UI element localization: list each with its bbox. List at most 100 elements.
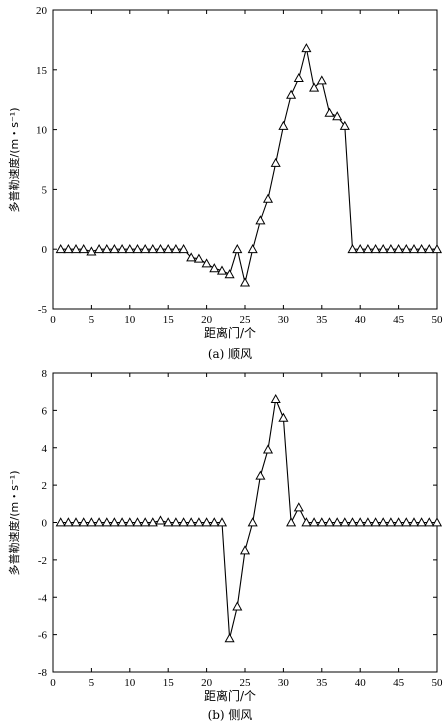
chart-b-data-point-marker xyxy=(270,393,281,403)
chart-a-data-point-marker xyxy=(286,89,297,99)
chart-a-data-point-marker xyxy=(385,243,396,254)
chart-a-data-point-marker xyxy=(431,243,443,254)
chart-a-x-tick-label: 40 xyxy=(355,314,367,326)
chart-b-data-point-marker xyxy=(163,517,174,527)
chart-a-data-point-marker xyxy=(309,82,320,92)
chart-b-data-point-marker xyxy=(155,515,166,525)
chart-a-data-point-marker xyxy=(70,243,82,254)
chart-a-data-point-marker xyxy=(332,111,343,121)
chart-b-data-point-marker xyxy=(347,517,358,527)
chart-a-data-point-marker xyxy=(186,252,197,262)
chart-b-data-point-marker xyxy=(293,502,304,512)
chart-a-data-point-marker xyxy=(424,243,435,254)
chart-b-caption: (b) 侧风 xyxy=(208,708,253,722)
chart-a-plot-frame xyxy=(52,9,438,310)
chart-b-y-tick-label: 4 xyxy=(42,443,48,455)
chart-b-y-tick-label: 8 xyxy=(42,368,48,380)
chart-a-x-tick-label: 0 xyxy=(50,314,56,326)
chart-a-data-point-marker xyxy=(270,157,281,167)
chart-a-y-tick-label: 5 xyxy=(42,184,48,196)
chart-b-x-tick-label: 10 xyxy=(124,677,136,689)
chart-b-data-point-marker xyxy=(140,517,151,527)
chart-b-data-point-marker xyxy=(416,517,427,527)
chart-b-data-point-marker xyxy=(370,517,381,527)
chart-b-data-point-marker xyxy=(63,517,74,527)
chart-b-data-point-marker xyxy=(332,517,343,527)
chart-a-data-point-marker xyxy=(147,243,158,254)
chart-b-data-point-marker xyxy=(55,517,66,527)
chart-b-data-point-marker xyxy=(101,517,112,527)
chart-b-data-point-marker xyxy=(431,517,443,527)
chart-b-y-tick-label: -4 xyxy=(38,592,48,604)
chart-a-data-point-marker xyxy=(201,258,212,268)
chart-b-data-point-marker xyxy=(309,517,320,527)
chart-b-data-point-marker xyxy=(301,517,312,527)
chart-a-data-point-marker xyxy=(324,107,335,117)
chart-b-x-tick-label: 40 xyxy=(355,677,367,689)
chart-b-data-point-marker xyxy=(408,517,420,527)
chart-a-data-point-marker xyxy=(209,263,220,273)
chart-a-x-tick-label: 35 xyxy=(316,314,328,326)
chart-a-data-point-marker xyxy=(362,243,373,254)
chart-a-data-point-marker xyxy=(278,120,289,130)
chart-a-data-point-marker xyxy=(370,243,381,254)
chart-a-data-point-marker xyxy=(316,75,327,85)
chart-b-x-tick-label: 35 xyxy=(316,677,328,689)
chart-b-data-point-marker xyxy=(247,517,258,527)
chart-b-data-point-marker xyxy=(224,633,235,643)
chart-b-data-point-marker xyxy=(316,517,327,527)
chart-b-x-tick-label: 30 xyxy=(278,677,290,689)
chart-b-data-point-marker xyxy=(401,517,412,527)
chart-a-data-point-marker xyxy=(140,243,151,254)
chart-b-data-point-marker xyxy=(278,412,289,422)
chart-a-data-point-marker xyxy=(193,253,204,263)
chart-b-data-point-marker xyxy=(424,517,435,527)
chart-a-data-point-marker xyxy=(170,243,181,254)
chart-b-data-point-marker xyxy=(170,517,181,527)
chart-a-y-tick-label: -5 xyxy=(38,304,48,316)
chart-b-data-point-marker xyxy=(262,444,274,454)
chart-b-axes: 0 5 10 15 20 25 30 35 40 45 50 -8 -6 -4 -2 0 2 4 6 8 xyxy=(38,368,443,689)
chart-a-x-tick-label: 25 xyxy=(240,314,252,326)
chart-a-x-tick-label: 20 xyxy=(201,314,213,326)
chart-b-data-point-marker xyxy=(109,517,120,527)
chart-a-data-point-marker xyxy=(224,269,235,279)
chart-b-data-point-marker xyxy=(255,470,266,480)
chart-b-y-tick-label: -6 xyxy=(38,630,48,642)
chart-a-data-point-marker xyxy=(124,243,135,254)
chart-b-data-point-marker xyxy=(362,517,373,527)
chart-a-x-tick-label: 15 xyxy=(163,314,175,326)
chart-a-caption: (a) 顺风 xyxy=(208,347,252,361)
chart-b-data-point-marker xyxy=(209,517,220,527)
chart-a-series-line xyxy=(60,48,437,283)
chart-a-x-tick-label: 50 xyxy=(432,314,444,326)
chart-a-data-point-marker xyxy=(408,243,420,254)
chart-b-series-line xyxy=(60,397,437,639)
chart-b-x-tick-label: 45 xyxy=(393,677,405,689)
chart-a-data-point-marker xyxy=(101,243,112,254)
chart-b-x-tick-label: 25 xyxy=(240,677,252,689)
chart-a-data-point-marker xyxy=(378,243,389,254)
chart-b-data-point-marker xyxy=(201,517,212,527)
chart-b-y-tick-label: -2 xyxy=(38,555,47,567)
chart-a-x-tick-label: 10 xyxy=(124,314,136,326)
chart-a-data-point-marker xyxy=(255,215,266,225)
chart-b-data-point-marker xyxy=(239,545,251,555)
chart-b-data-point-marker xyxy=(78,517,89,527)
chart-a-data-point-marker xyxy=(401,243,412,254)
chart-a-data-point-marker xyxy=(301,43,312,53)
chart-a-data-point-marker xyxy=(63,243,74,254)
chart-a-data-point-marker xyxy=(247,243,258,254)
chart-b-y-tick-label: 2 xyxy=(42,480,48,492)
chart-a-data-point-marker xyxy=(216,265,228,275)
chart-b-data-point-marker xyxy=(232,601,243,611)
chart-b-y-axis-label: 多普勒速度/(m・s⁻¹) xyxy=(7,471,21,576)
chart-a-series xyxy=(55,43,443,287)
chart-b-data-point-marker xyxy=(324,517,335,527)
chart-a-y-tick-label: 15 xyxy=(36,65,48,77)
chart-a-y-tick-label: 20 xyxy=(36,5,48,17)
